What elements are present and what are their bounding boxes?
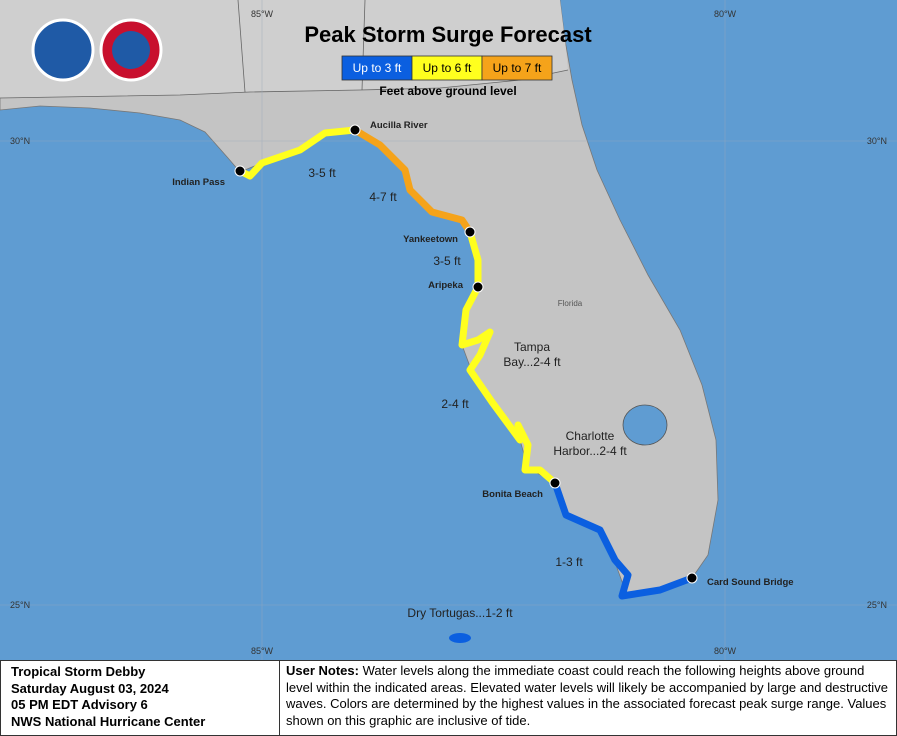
location-label: Indian Pass [172, 177, 225, 188]
longitude-label: 80°W [714, 9, 737, 19]
notes-text: Water levels along the immediate coast c… [286, 663, 888, 728]
location-label: Bonita Beach [482, 489, 543, 500]
legend-label: Up to 6 ft [423, 61, 472, 75]
surge-segment [351, 126, 474, 236]
surge-label: 3-5 ft [433, 254, 461, 268]
legend-label: Up to 7 ft [493, 61, 542, 75]
storm-line: NWS National Hurricane Center [11, 713, 206, 729]
latitude-label: 30°N [867, 136, 887, 146]
location-dot [349, 124, 361, 136]
legend-caption: Feet above ground level [379, 84, 516, 98]
surge-label: Tampa [514, 340, 550, 354]
surge-segment [551, 479, 696, 600]
nws-logo-inner [112, 31, 150, 69]
state-label: Florida [558, 299, 583, 308]
notes-label: User Notes: [286, 663, 359, 678]
location-dot [686, 572, 698, 584]
location-label: Aripeka [428, 280, 464, 291]
logos [31, 18, 163, 82]
surge-label: Dry Tortugas...1-2 ft [407, 606, 513, 620]
latitude-label: 25°N [867, 600, 887, 610]
user-notes: User Notes: Water levels along the immed… [280, 661, 896, 735]
longitude-label: 80°W [714, 646, 737, 656]
storm-info: Tropical Storm Debby Saturday August 03, … [1, 661, 280, 735]
surge-segment [458, 228, 559, 487]
surge-segment [236, 126, 359, 180]
latitude-label: 25°N [10, 600, 30, 610]
location-dot [464, 226, 476, 238]
map: Peak Storm Surge Forecast Feet above gro… [0, 0, 897, 660]
footer: Tropical Storm Debby Saturday August 03, … [0, 660, 897, 736]
storm-line: Tropical Storm Debby [11, 664, 146, 679]
surge-label: 3-5 ft [308, 166, 336, 180]
surge-label: Charlotte [566, 429, 615, 443]
latitude-label: 30°N [10, 136, 30, 146]
legend-label: Up to 3 ft [353, 61, 402, 75]
location-dot [234, 165, 246, 177]
storm-line: 05 PM EDT Advisory 6 [11, 697, 148, 712]
longitude-label: 85°W [251, 646, 274, 656]
legend-swatch [481, 55, 553, 81]
surge-label: 1-3 ft [555, 555, 583, 569]
surge-label: Bay...2-4 ft [503, 355, 561, 369]
surge-lines [236, 126, 696, 600]
lake-okeechobee [622, 404, 668, 446]
location-dot [549, 477, 561, 489]
location-label: Card Sound Bridge [707, 577, 794, 588]
legend-swatch [341, 55, 413, 81]
surge-label: Harbor...2-4 ft [553, 444, 627, 458]
legend-swatch [411, 55, 483, 81]
title: Peak Storm Surge Forecast [304, 22, 592, 47]
location-label: Yankeetown [403, 234, 458, 245]
storm-line: Saturday August 03, 2024 [11, 680, 169, 696]
dry-tortugas-surge [449, 633, 471, 643]
location-dot [472, 281, 484, 293]
noaa-logo [31, 18, 95, 82]
surge-label: 2-4 ft [441, 397, 469, 411]
surge-label: 4-7 ft [369, 190, 397, 204]
longitude-label: 85°W [251, 9, 274, 19]
graticule [0, 0, 897, 660]
location-label: Aucilla River [370, 120, 428, 131]
